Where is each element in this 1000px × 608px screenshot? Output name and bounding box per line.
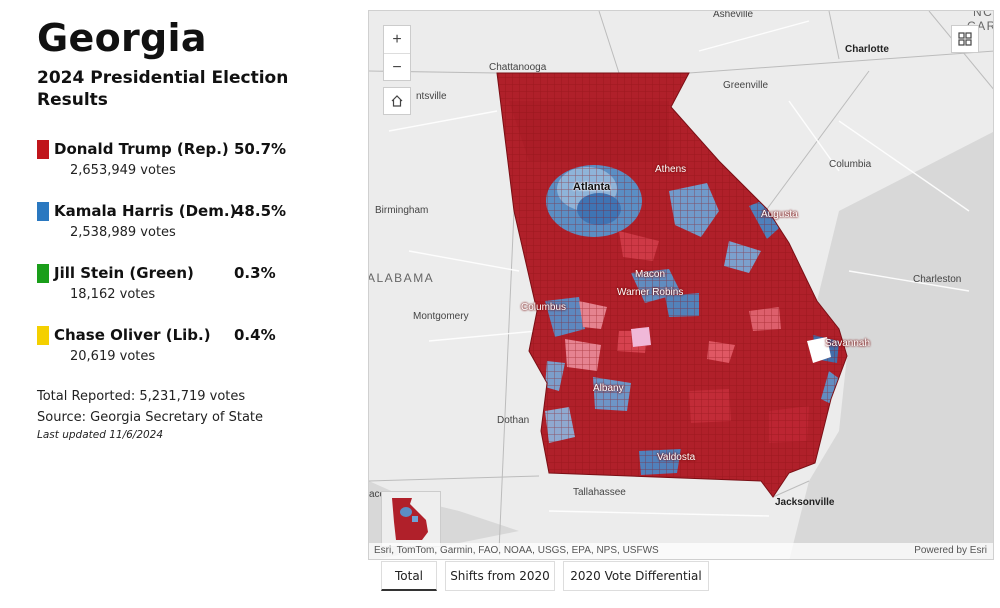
- candidate-votes: 18,162 votes: [70, 287, 156, 302]
- place-label: ALABAMA: [368, 271, 435, 285]
- place-label: Montgomery: [413, 311, 469, 322]
- home-button[interactable]: [383, 87, 411, 115]
- results-footer: Total Reported: 5,231,719 votes Source: …: [37, 386, 347, 442]
- place-label: Charlotte: [845, 44, 889, 55]
- candidate-harris: Kamala Harris (Dem.) 48.5% 2,538,989 vot…: [37, 200, 347, 262]
- election-subtitle: 2024 Presidential Election Results: [37, 68, 289, 110]
- basemap-gallery-button[interactable]: [951, 25, 979, 53]
- place-label: Greenville: [723, 80, 769, 91]
- tab-2020-vote-differential[interactable]: 2020 Vote Differential: [563, 561, 709, 591]
- place-label: Savannah: [825, 338, 871, 349]
- georgia-precincts[interactable]: [489, 66, 859, 506]
- place-label: Asheville: [713, 10, 754, 20]
- basemap: [369, 11, 993, 559]
- powered-by-esri[interactable]: Powered by Esri: [914, 545, 987, 556]
- view-tabs: Total Shifts from 2020 2020 Vote Differe…: [381, 561, 717, 591]
- attribution-text: Esri, TomTom, Garmin, FAO, NOAA, USGS, E…: [374, 545, 659, 556]
- place-label: Athens: [655, 164, 687, 175]
- zoom-control: + −: [383, 25, 411, 81]
- candidate-percent: 0.3%: [234, 264, 276, 282]
- map-attribution: Esri, TomTom, Garmin, FAO, NOAA, USGS, E…: [369, 543, 993, 559]
- place-label: Jacksonville: [775, 497, 835, 508]
- place-label: Columbus: [521, 302, 567, 313]
- candidate-name: Chase Oliver (Lib.): [54, 326, 211, 344]
- place-label: Tallahassee: [573, 487, 626, 498]
- place-label: ntsville: [416, 91, 447, 102]
- state-title: Georgia: [37, 16, 207, 60]
- legend-swatch-harris: [37, 201, 49, 221]
- place-label: Warner Robins: [617, 287, 684, 298]
- place-label: aco: [369, 489, 386, 500]
- candidate-name: Donald Trump (Rep.): [54, 140, 229, 158]
- home-icon: [391, 95, 403, 107]
- legend-swatch-trump: [37, 139, 49, 159]
- last-updated: Last updated 11/6/2024: [37, 429, 164, 441]
- place-label: NC: [973, 10, 994, 19]
- georgia-outline: [496, 72, 848, 498]
- place-label: Charleston: [913, 274, 962, 285]
- candidate-percent: 48.5%: [234, 202, 287, 220]
- place-label: Atlanta: [573, 181, 611, 193]
- place-label: Columbia: [829, 159, 872, 170]
- candidate-list: Donald Trump (Rep.) 50.7% 2,653,949 vote…: [37, 138, 347, 386]
- place-label: Birmingham: [375, 205, 429, 216]
- legend-swatch-oliver: [37, 325, 49, 345]
- tab-total[interactable]: Total: [381, 561, 437, 591]
- zoom-in-button[interactable]: +: [392, 31, 402, 48]
- basemap-gallery-icon: [958, 32, 972, 46]
- zoom-out-button[interactable]: −: [384, 53, 410, 80]
- place-label: Augusta: [761, 209, 798, 220]
- candidate-votes: 20,619 votes: [70, 349, 156, 364]
- overview-map-thumbnail: [382, 492, 440, 546]
- place-label: Valdosta: [657, 452, 696, 463]
- source-text: Source: Georgia Secretary of State: [37, 410, 264, 425]
- candidate-percent: 50.7%: [234, 140, 287, 158]
- place-label: Albany: [593, 383, 624, 394]
- candidate-name: Kamala Harris (Dem.): [54, 202, 237, 220]
- candidate-stein: Jill Stein (Green) 0.3% 18,162 votes: [37, 262, 347, 324]
- place-label: Dothan: [497, 415, 530, 426]
- results-panel: Georgia 2024 Presidential Election Resul…: [37, 16, 347, 442]
- candidate-trump: Donald Trump (Rep.) 50.7% 2,653,949 vote…: [37, 138, 347, 200]
- total-reported: Total Reported: 5,231,719 votes: [37, 389, 246, 404]
- candidate-name: Jill Stein (Green): [54, 264, 194, 282]
- legend-swatch-stein: [37, 263, 49, 283]
- place-label: Chattanooga: [489, 62, 547, 73]
- tab-shifts-from-2020[interactable]: Shifts from 2020: [445, 561, 555, 591]
- place-label: Macon: [635, 269, 666, 280]
- candidate-votes: 2,538,989 votes: [70, 225, 176, 240]
- candidate-votes: 2,653,949 votes: [70, 163, 176, 178]
- candidate-percent: 0.4%: [234, 326, 276, 344]
- election-map[interactable]: Asheville NC CARO Charlotte Chattanooga …: [368, 10, 994, 560]
- overview-map[interactable]: [381, 491, 441, 547]
- candidate-oliver: Chase Oliver (Lib.) 0.4% 20,619 votes: [37, 324, 347, 386]
- atlantic-ocean: [789, 132, 993, 559]
